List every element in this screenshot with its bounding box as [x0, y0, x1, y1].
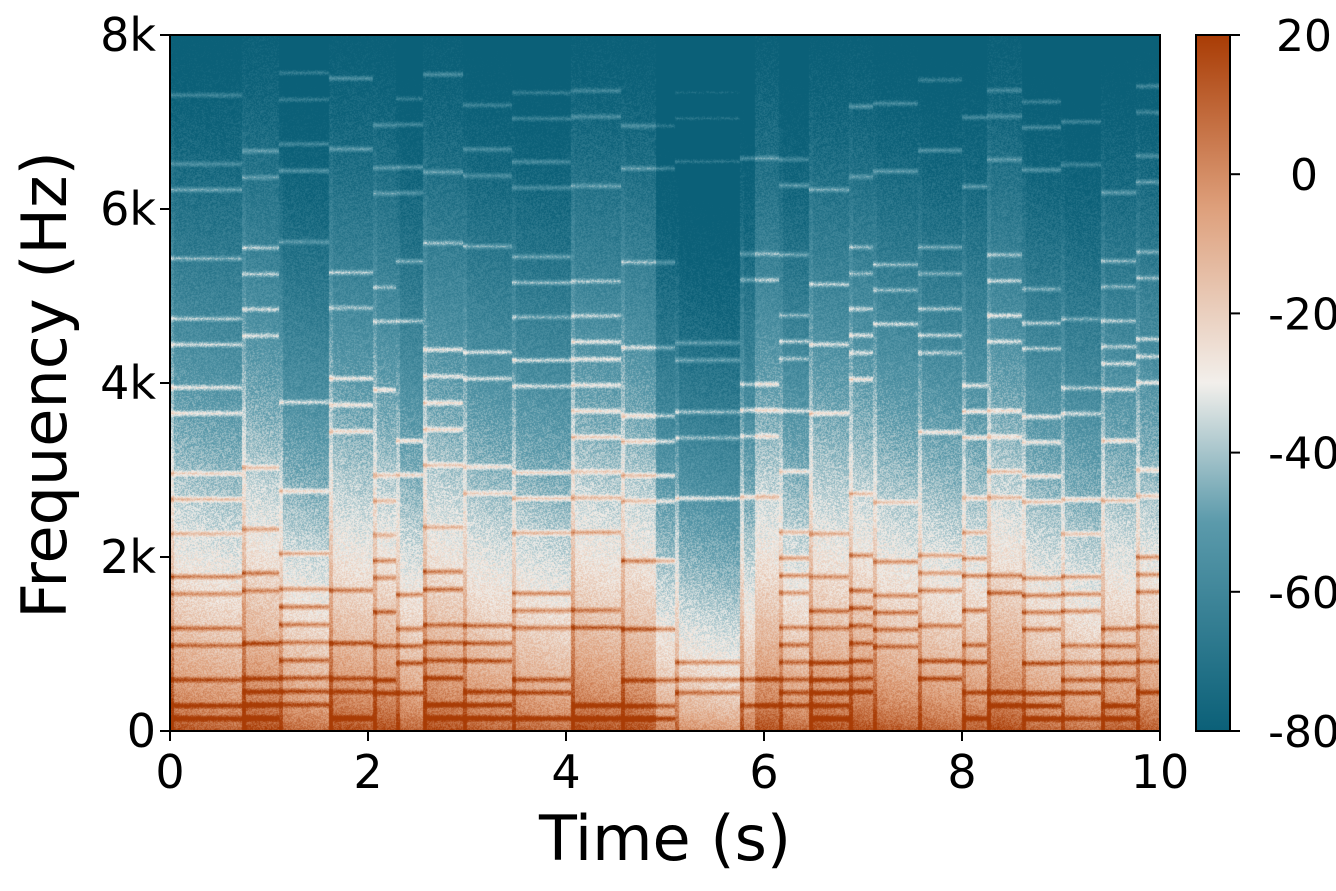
- x-axis-label: Time (s): [538, 802, 791, 875]
- x-tick-label: 4: [551, 745, 580, 799]
- colorbar-gradient: [1195, 34, 1231, 732]
- y-tick-label: 0: [127, 704, 156, 758]
- x-axis-ticks: 0 2 4 6 8 10: [155, 731, 1189, 799]
- x-tick-label: 6: [749, 745, 778, 799]
- y-axis-label: Frequency (Hz): [8, 151, 81, 619]
- x-tick-label: 0: [155, 745, 184, 799]
- y-tick-label: 8k: [100, 8, 156, 62]
- y-tick-label: 2k: [100, 530, 156, 584]
- y-axis-ticks: 0 2k 4k 6k 8k: [100, 8, 170, 758]
- x-tick-label: 8: [947, 745, 976, 799]
- colorbar-ticks: 20 0 -20 -40 -60 -80: [1230, 11, 1336, 758]
- spectrogram-raster: [170, 35, 1160, 731]
- x-tick-label: 2: [353, 745, 382, 799]
- colorbar-tick-label: -80: [1268, 707, 1336, 758]
- colorbar-tick-label: -60: [1268, 568, 1336, 619]
- colorbar: 20 0 -20 -40 -60 -80: [1195, 11, 1336, 758]
- y-tick-label: 4k: [100, 356, 156, 410]
- spectrogram-image: [170, 35, 1160, 731]
- colorbar-tick-label: 0: [1290, 150, 1318, 201]
- colorbar-tick-label: -40: [1268, 429, 1336, 480]
- colorbar-tick-label: 20: [1276, 11, 1332, 62]
- y-tick-label: 6k: [100, 182, 156, 236]
- colorbar-tick-label: -20: [1268, 289, 1336, 340]
- x-tick-label: 10: [1131, 745, 1190, 799]
